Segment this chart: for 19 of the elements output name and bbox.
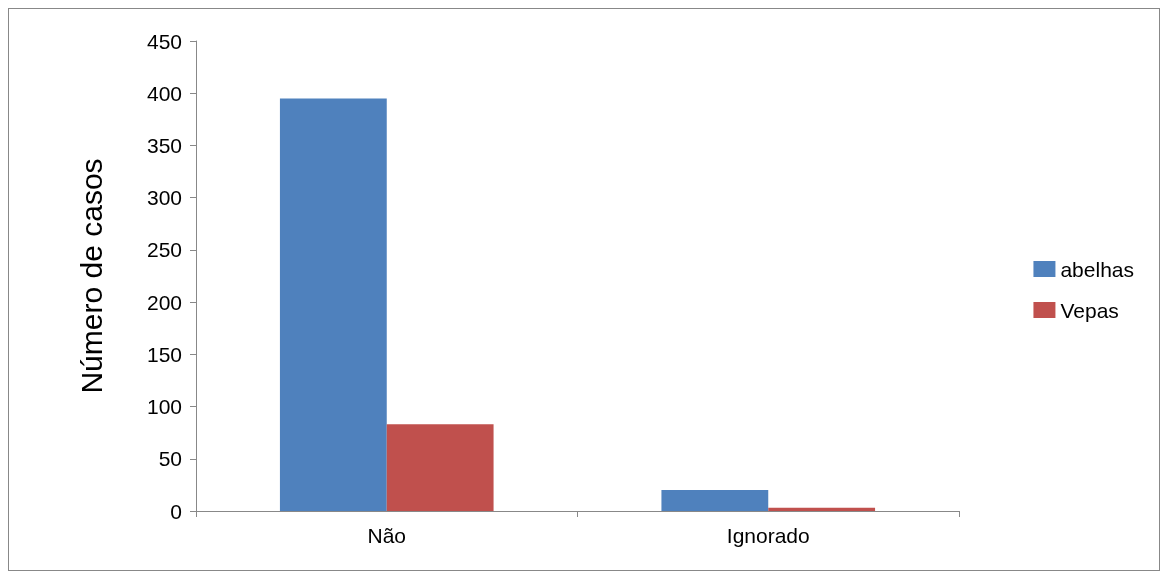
bar bbox=[661, 490, 769, 511]
y-tick-label: 50 bbox=[158, 447, 182, 471]
x-tick-label: Ignorado bbox=[726, 524, 810, 547]
bar bbox=[768, 507, 876, 511]
y-tick-label: 250 bbox=[146, 238, 182, 262]
y-tick-label: 100 bbox=[146, 395, 182, 419]
legend-label: Vepas bbox=[1060, 298, 1119, 322]
bar bbox=[279, 98, 387, 511]
y-tick-label: 150 bbox=[146, 342, 182, 366]
legend-label: abelhas bbox=[1060, 257, 1134, 281]
y-tick-label: 450 bbox=[146, 29, 182, 53]
bar bbox=[386, 424, 494, 511]
y-tick-label: 0 bbox=[170, 499, 182, 523]
y-tick-label: 300 bbox=[146, 186, 182, 210]
x-tick-label: Não bbox=[367, 524, 407, 547]
y-axis-title: Número de casos bbox=[74, 158, 108, 394]
y-tick-label: 350 bbox=[146, 133, 182, 157]
y-tick-label: 200 bbox=[146, 290, 182, 314]
y-tick-label: 400 bbox=[146, 81, 182, 105]
